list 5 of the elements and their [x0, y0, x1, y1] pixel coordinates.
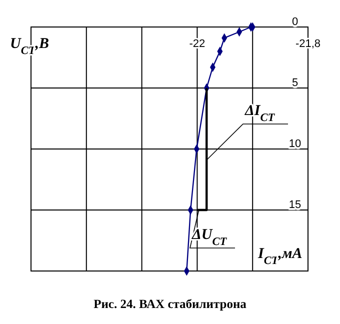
y-tick-label: 10: [288, 138, 302, 150]
y-tick-label: 15: [288, 199, 302, 211]
y-tick-label: 0: [292, 16, 298, 28]
text: Рис. 24. ВАХ стабилитрона: [94, 297, 248, 311]
y-tick-label: 5: [292, 77, 298, 89]
